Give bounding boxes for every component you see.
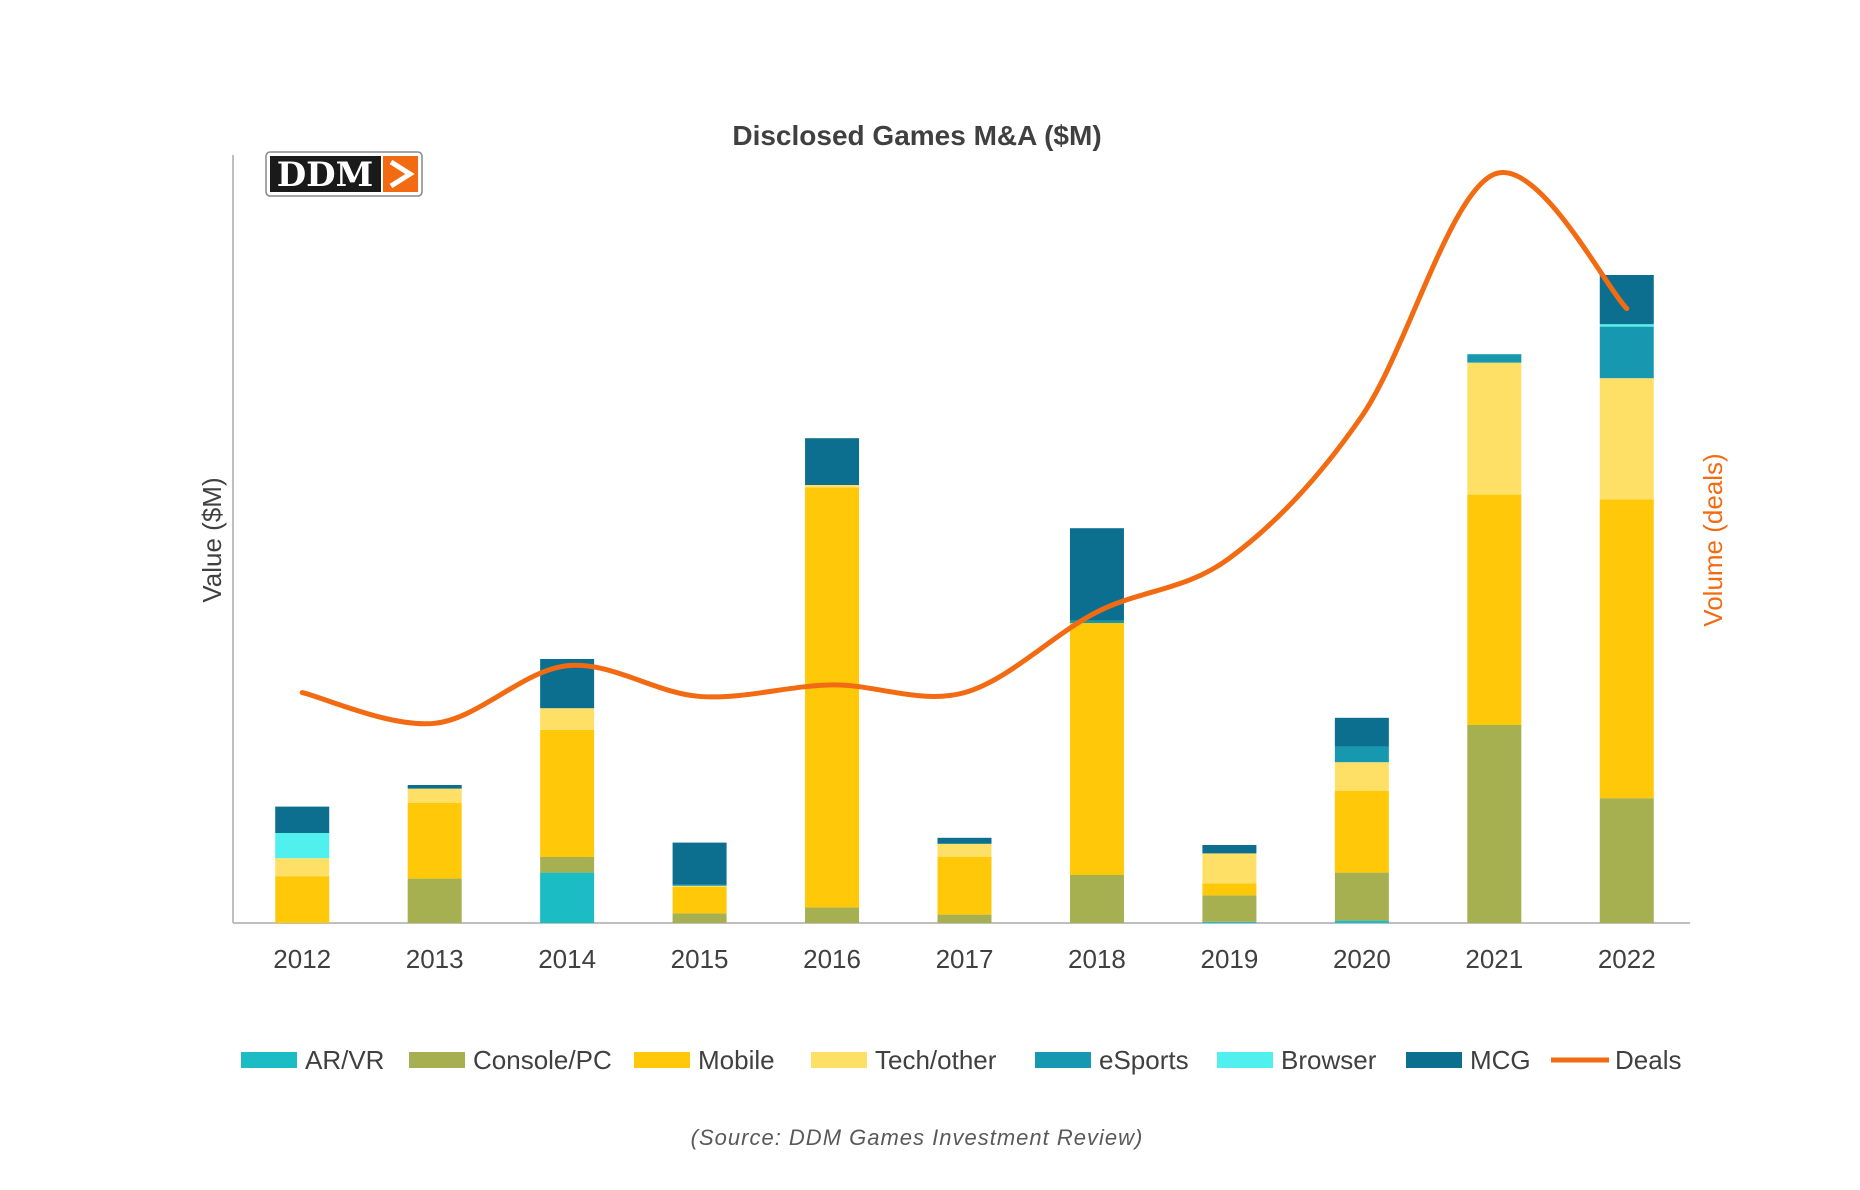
x-tick-label-2013: 2013 — [406, 944, 464, 974]
bar-mobile-2021 — [1467, 494, 1522, 725]
legend-item-tech-other: Tech/other — [811, 1045, 997, 1075]
legend-item-browser: Browser — [1217, 1045, 1377, 1075]
logo-arrow-icon — [389, 159, 415, 189]
bar-browser-2012 — [275, 833, 330, 859]
bar-mobile-2016 — [805, 487, 860, 908]
legend-item-mobile: Mobile — [634, 1045, 775, 1075]
deals-line — [299, 170, 1630, 727]
legend-swatch-mcg — [1406, 1052, 1462, 1068]
bar-mcg-2012 — [275, 806, 330, 833]
legend-item-ar-vr: AR/VR — [241, 1045, 384, 1075]
bar-mobile-2022 — [1599, 499, 1654, 799]
bar-tech-other-2019 — [1202, 853, 1257, 884]
x-tick-label-2016: 2016 — [803, 944, 861, 974]
x-tick-label-2022: 2022 — [1598, 944, 1656, 974]
bar-mobile-2012 — [275, 876, 330, 923]
legend-item-console-pc: Console/PC — [409, 1045, 612, 1075]
bar-ar-vr-2020 — [1334, 920, 1389, 923]
x-tick-label-2019: 2019 — [1200, 944, 1258, 974]
bar-console-pc-2014 — [540, 857, 595, 873]
legend-item-mcg: MCG — [1406, 1045, 1531, 1075]
ddm-logo: DDM — [265, 151, 423, 197]
bar-mobile-2018 — [1069, 623, 1124, 875]
bar-esports-2018 — [1069, 620, 1124, 623]
bar-esports-2015 — [672, 884, 727, 886]
bar-console-pc-2016 — [805, 907, 860, 923]
legend-label-browser: Browser — [1281, 1045, 1377, 1075]
bar-console-pc-2020 — [1334, 872, 1389, 921]
bar-tech-other-2020 — [1334, 762, 1389, 791]
bar-console-pc-2018 — [1069, 875, 1124, 923]
bar-mobile-2019 — [1202, 883, 1257, 896]
bar-mcg-2019 — [1202, 845, 1257, 854]
bar-tech-other-2022 — [1599, 378, 1654, 500]
bar-mcg-2015 — [672, 842, 727, 885]
legend-swatch-tech-other — [811, 1052, 867, 1068]
x-ticks: 2012 2013 2014 2015 2016 2017 2018 2019 2020 2021… — [273, 944, 1655, 974]
bar-mobile-2017 — [937, 857, 992, 915]
legend-swatch-browser — [1217, 1052, 1273, 1068]
bar-browser-2022 — [1599, 324, 1654, 327]
x-tick-label-2017: 2017 — [936, 944, 994, 974]
bar-mobile-2014 — [540, 729, 595, 857]
bar-console-pc-2017 — [937, 914, 992, 923]
bar-tech-other-2015 — [672, 885, 727, 887]
bar-console-pc-2022 — [1599, 798, 1654, 923]
legend-label-tech-other: Tech/other — [875, 1045, 997, 1075]
bar-esports-2022 — [1599, 326, 1654, 379]
bar-mobile-2013 — [407, 803, 462, 879]
deals-line-layer — [299, 170, 1630, 727]
x-tick-label-2015: 2015 — [671, 944, 729, 974]
bar-tech-other-2021 — [1467, 362, 1522, 495]
bar-mobile-2020 — [1334, 791, 1389, 873]
bar-tech-other-2012 — [275, 858, 330, 877]
bars-layer — [275, 275, 1654, 923]
legend-label-ar-vr: AR/VR — [305, 1045, 384, 1075]
legend-item-esports: eSports — [1035, 1045, 1189, 1075]
bar-ar-vr-2019 — [1202, 921, 1257, 923]
x-tick-label-2012: 2012 — [273, 944, 331, 974]
legend-swatch-ar-vr — [241, 1052, 297, 1068]
bar-ar-vr-2014 — [540, 872, 595, 923]
bar-esports-2021 — [1467, 354, 1522, 363]
bar-mcg-2018 — [1069, 528, 1124, 621]
bar-mcg-2020 — [1334, 717, 1389, 747]
bar-console-pc-2013 — [407, 878, 462, 923]
legend-label-mobile: Mobile — [698, 1045, 775, 1075]
bar-mcg-2017 — [937, 837, 992, 844]
bar-mcg-2016 — [805, 438, 860, 485]
x-tick-label-2018: 2018 — [1068, 944, 1126, 974]
bar-esports-2020 — [1334, 746, 1389, 763]
bar-mobile-2015 — [672, 887, 727, 914]
bar-tech-other-2017 — [937, 843, 992, 857]
bar-tech-other-2014 — [540, 708, 595, 730]
legend-item-deals: Deals — [1551, 1045, 1681, 1075]
y-axis-title: Value ($M) — [197, 477, 227, 602]
bar-console-pc-2015 — [672, 913, 727, 923]
legend-label-console-pc: Console/PC — [473, 1045, 612, 1075]
bar-mcg-2013 — [407, 785, 462, 789]
source-note: (Source: DDM Games Investment Review) — [691, 1125, 1144, 1150]
bar-console-pc-2021 — [1467, 725, 1522, 923]
legend-label-deals: Deals — [1615, 1045, 1681, 1075]
legend: AR/VR Console/PC Mobile Tech/other eSports Br… — [241, 1045, 1681, 1075]
legend-swatch-esports — [1035, 1052, 1091, 1068]
bar-console-pc-2019 — [1202, 895, 1257, 922]
y2-axis-title: Volume (deals) — [1698, 453, 1728, 626]
chart-title: Disclosed Games M&A ($M) — [732, 120, 1101, 151]
legend-swatch-console-pc — [409, 1052, 465, 1068]
legend-label-mcg: MCG — [1470, 1045, 1531, 1075]
legend-swatch-mobile — [634, 1052, 690, 1068]
x-tick-label-2014: 2014 — [538, 944, 596, 974]
x-tick-label-2020: 2020 — [1333, 944, 1391, 974]
legend-label-esports: eSports — [1099, 1045, 1189, 1075]
logo-text: DDM — [277, 155, 374, 195]
bar-tech-other-2013 — [407, 788, 462, 803]
x-tick-label-2021: 2021 — [1465, 944, 1523, 974]
bar-tech-other-2016 — [805, 485, 860, 488]
